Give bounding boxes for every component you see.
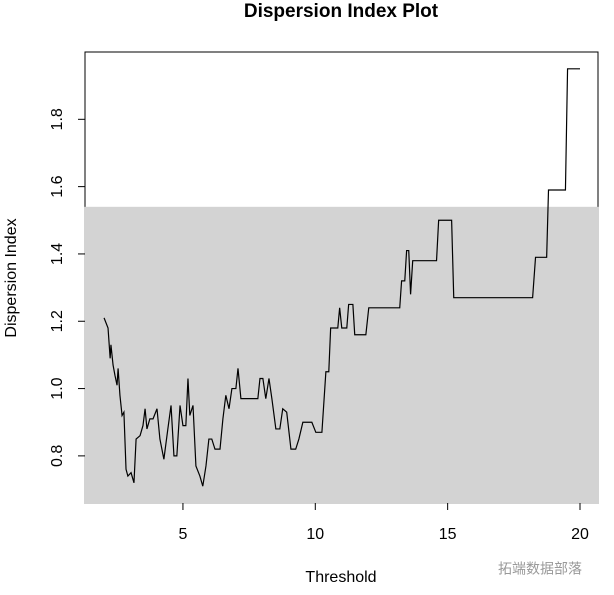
watermark: 拓端数据部落 [498,561,582,577]
y-axis-label: Dispersion Index [3,218,20,337]
y-tick-label: 1.8 [49,108,66,130]
x-tick-label: 10 [306,526,324,543]
y-tick-label: 1.0 [49,377,66,399]
shaded-region [84,206,599,504]
x-axis-label: Threshold [305,569,376,586]
y-tick-label: 1.2 [49,310,66,332]
x-tick-label: 5 [178,526,187,543]
y-tick-label: 1.6 [49,175,66,197]
chart-title: Dispersion Index Plot [244,1,439,22]
x-tick-label: 15 [439,526,457,543]
y-tick-label: 1.4 [49,243,66,265]
data-line [103,68,580,487]
y-tick-label: 0.8 [49,445,66,467]
x-tick-label: 20 [571,526,589,543]
